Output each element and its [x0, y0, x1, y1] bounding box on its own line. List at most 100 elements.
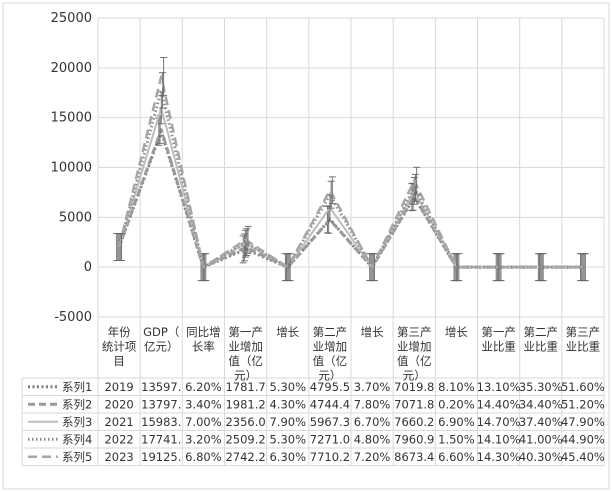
table-cell: 6.80% [185, 450, 222, 464]
table-cell: 2019 [104, 380, 133, 394]
table-cell: 6.60% [438, 450, 475, 464]
table-cell: 7960.9 [394, 432, 434, 446]
table-cell: 1781.7 [225, 380, 265, 394]
y-tick-label: 20000 [51, 61, 92, 76]
legend-label: 系列1 [62, 380, 92, 394]
y-tick-label: 5000 [59, 210, 92, 225]
table-cell: 45.40% [561, 450, 605, 464]
category-label: 第二产 [524, 325, 559, 339]
gridlines [21, 17, 605, 466]
category-label: 值（亿 [313, 354, 348, 368]
table-cell: 1981.2 [225, 397, 265, 411]
table-cell: 2022 [104, 432, 133, 446]
y-tick-label: 15000 [51, 111, 92, 126]
category-label: 长率 [192, 340, 215, 354]
category-label: 值（亿 [228, 354, 263, 368]
y-tick-label: -5000 [54, 310, 92, 325]
series-line-5 [117, 75, 583, 269]
table-cell: 14.70% [477, 415, 521, 429]
category-label: 同比增 [186, 325, 221, 339]
category-label: 亿元） [144, 340, 179, 354]
category-label: 增长 [361, 325, 384, 339]
category-label: 年份 [108, 325, 131, 339]
legend-label: 系列5 [62, 450, 92, 464]
table-cell: 35.30% [519, 380, 563, 394]
table-cell: 6.30% [269, 450, 306, 464]
category-label: 第三产 [397, 325, 432, 339]
table-cell: 34.40% [519, 397, 563, 411]
table-cell: 7.00% [185, 415, 222, 429]
table-cell: 41.00% [519, 432, 563, 446]
table-cell: 0.20% [438, 397, 475, 411]
table-cell: 2021 [104, 415, 133, 429]
table-cell: 2020 [104, 397, 133, 411]
category-label: 业比重 [566, 340, 601, 354]
table-cell: 3.20% [185, 432, 222, 446]
legend-label: 系列3 [62, 415, 92, 429]
table-cell: 4744.4 [310, 397, 350, 411]
table-cell: 51.20% [561, 397, 605, 411]
category-label: 业比重 [481, 340, 516, 354]
category-label: 业增加 [228, 340, 263, 354]
y-tick-label: 10000 [51, 161, 92, 176]
table-cell: 2356.0 [225, 415, 265, 429]
table-cell: 5967.3 [310, 415, 350, 429]
category-label: 增长 [445, 325, 468, 339]
category-label: 元） [403, 369, 426, 383]
category-label: 第一产 [481, 325, 516, 339]
category-label: 增长 [276, 325, 299, 339]
table-cell: 14.10% [477, 432, 521, 446]
table-cell: 7660.2 [394, 415, 434, 429]
table-cell: 2023 [104, 450, 133, 464]
category-label: 业增加 [313, 340, 348, 354]
category-label: GDP（ [143, 325, 179, 339]
table-cell: 44.90% [561, 432, 605, 446]
table-cell: 37.40% [519, 415, 563, 429]
table-cell: 15983. [141, 415, 181, 429]
legend-label: 系列2 [62, 397, 92, 411]
category-label: 统计项 [102, 340, 137, 354]
table-cell: 6.70% [354, 415, 391, 429]
table-cell: 40.30% [519, 450, 563, 464]
category-label: 元） [318, 369, 341, 383]
table-cell: 14.40% [477, 397, 521, 411]
table-cell: 7071.8 [394, 397, 434, 411]
table-cell: 7.20% [354, 450, 391, 464]
category-label: 第一产 [228, 325, 263, 339]
table-cell: 7.90% [269, 415, 306, 429]
y-tick-label: 0 [84, 260, 92, 275]
table-cell: 3.70% [354, 380, 391, 394]
table-cell: 8.10% [438, 380, 475, 394]
table-cell: 4.30% [269, 397, 306, 411]
table-cell: 6.20% [185, 380, 222, 394]
table-cell: 5.30% [269, 432, 306, 446]
table-cell: 7710.2 [310, 450, 350, 464]
table-cell: 51.60% [561, 380, 605, 394]
category-label: 元） [234, 369, 257, 383]
table-cell: 7.80% [354, 397, 391, 411]
y-tick-label: 25000 [51, 11, 92, 26]
plot-series [113, 57, 589, 282]
table-cell: 4.80% [354, 432, 391, 446]
legend-label: 系列4 [62, 432, 92, 446]
table-cell: 13797. [141, 397, 181, 411]
table-cell: 4795.5 [310, 380, 350, 394]
category-label: 业比重 [524, 340, 559, 354]
table-cell: 2509.2 [225, 432, 265, 446]
data-table: 系列1 2019 13597. 6.20% 1781.7 5.30% 4795.5 3.70%… [28, 380, 605, 464]
category-label: 业增加 [397, 340, 432, 354]
table-cell: 7271.0 [310, 432, 350, 446]
table-cell: 6.90% [438, 415, 475, 429]
table-cell: 1.50% [438, 432, 475, 446]
category-label: 第三产 [566, 325, 601, 339]
category-label: 第二产 [313, 325, 348, 339]
table-cell: 19125. [141, 450, 181, 464]
table-cell: 5.30% [269, 380, 306, 394]
y-axis-labels: 25000 20000 15000 10000 5000 0 -5000 [51, 11, 92, 325]
category-label: 目 [113, 354, 125, 368]
table-cell: 7019.8 [394, 380, 434, 394]
table-cell: 13597. [141, 380, 181, 394]
table-cell: 2742.2 [225, 450, 265, 464]
